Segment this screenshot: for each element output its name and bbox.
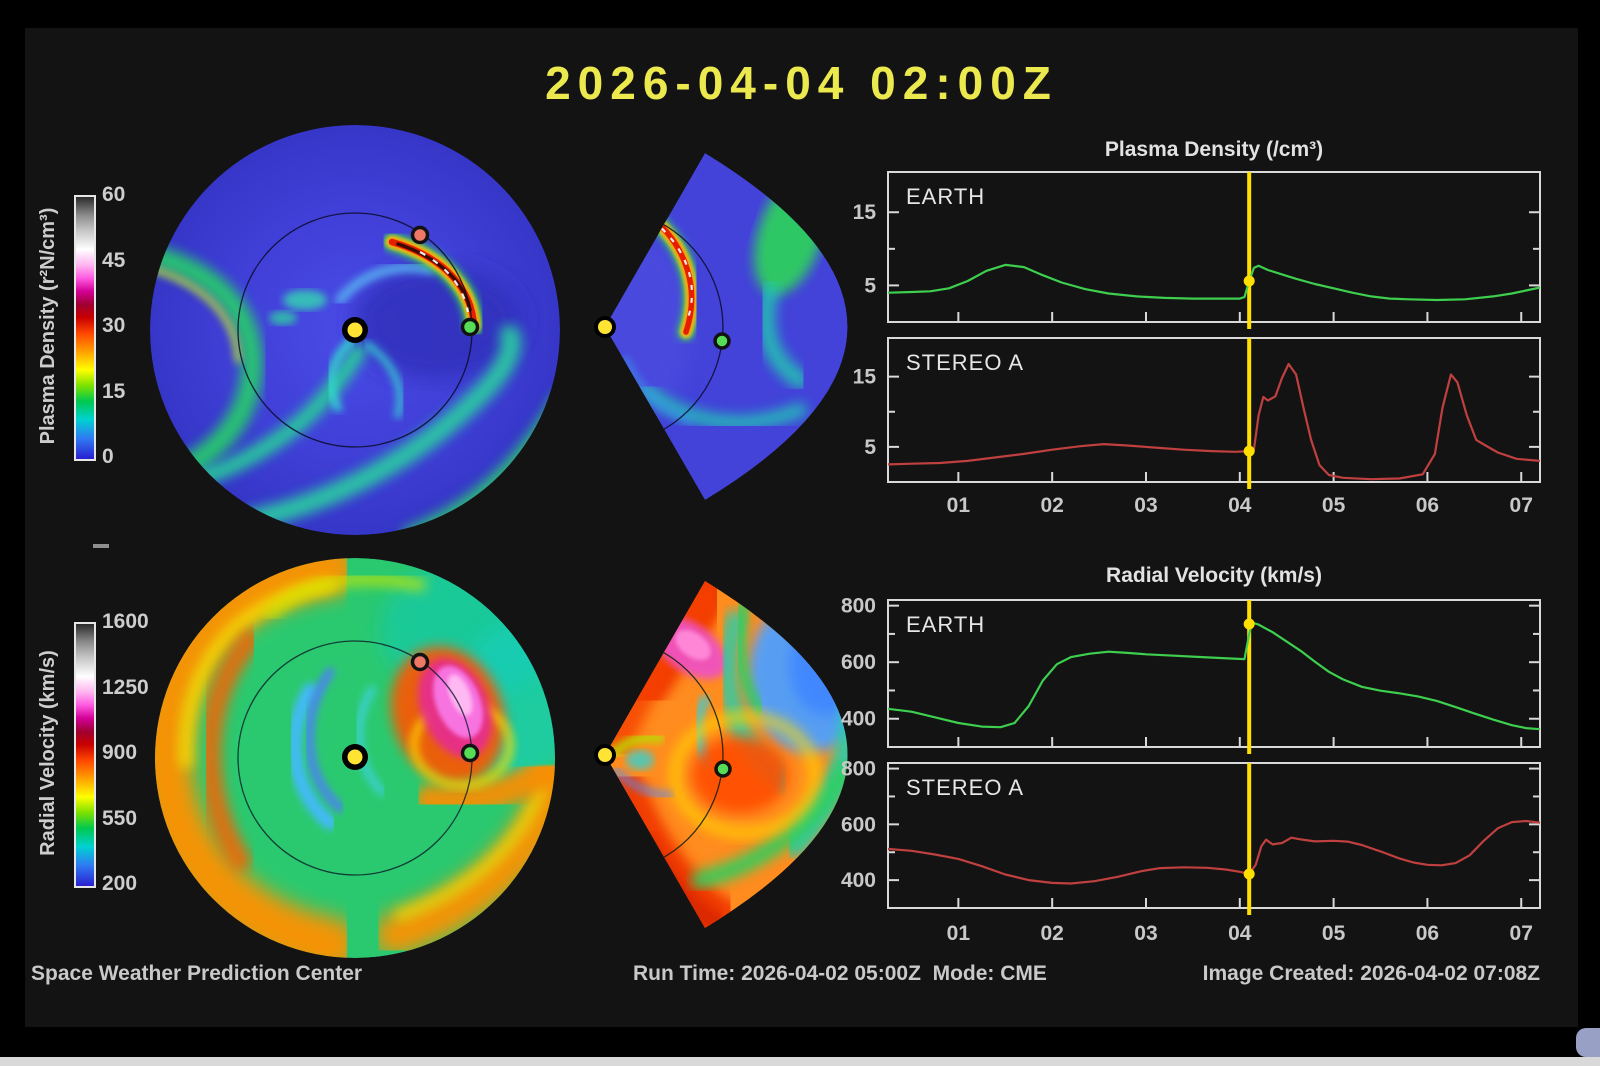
current-time-marker [1243,868,1255,880]
timestamp-title: 2026-04-04 02:00Z [545,57,1058,109]
y-tick-label: 600 [841,651,876,674]
velocity-colorbar-label: Radial Velocity (km/s) [37,650,59,856]
x-tick-label: 05 [1322,922,1346,945]
velocity-colorbar [74,622,96,888]
current-time-marker [1243,618,1255,630]
footer-agency: Space Weather Prediction Center [31,962,363,985]
x-tick-label: 01 [947,922,971,945]
x-tick-label: 02 [1040,494,1063,517]
y-tick-label: 400 [841,869,876,892]
colorbar-tick-label: 200 [102,872,138,895]
earth-marker [460,317,480,337]
stereo-a-marker [410,652,430,672]
sun-marker [594,744,616,766]
density-colorbar [74,195,96,461]
density-ecliptic-heatmap [150,125,560,535]
y-tick-label: 800 [841,758,876,781]
footer-runtime: Run Time: 2026-04-02 05:00Z Mode: CME [633,962,1047,985]
x-tick-label: 06 [1416,494,1439,517]
panel-border [887,762,1541,909]
y-tick-label: 5 [864,274,876,297]
panel-label: EARTH [906,184,985,209]
sun-marker [594,316,616,338]
colorbar-tick-label: 45 [102,248,126,272]
x-tick-label: 02 [1040,922,1063,945]
x-tick-label: 04 [1228,494,1252,517]
x-tick-label: 06 [1416,922,1439,945]
sun-marker [342,744,368,770]
colorbar-tick-label: 30 [102,314,126,337]
velocity-chart-title: Radial Velocity (km/s) [1106,564,1322,587]
sun-marker [342,317,368,343]
y-tick-label: 15 [853,201,877,224]
velocity-ecliptic-heatmap [155,558,555,958]
x-tick-label: 07 [1510,922,1533,945]
density-colorbar-label: Plasma Density (r²N/cm³) [37,207,59,445]
x-tick-label: 07 [1510,494,1533,517]
density-colorbar-ticks: 60 45 30 15 0 [102,183,182,468]
panel-border [887,337,1541,483]
x-tick-label: 03 [1134,494,1157,517]
colorbar-tick-label: 900 [102,741,138,764]
panel-label: STEREO A [906,350,1024,375]
colorbar-tick-label: 0 [102,445,114,468]
window-bottom-bar [0,1057,1600,1066]
y-tick-label: 800 [841,595,876,618]
colorbar-tick-label: 1600 [102,610,149,633]
colorbar-tick-label: 15 [102,379,126,403]
panel-border [887,599,1541,748]
stereo-a-marker [410,225,430,245]
panel-label: STEREO A [906,775,1024,800]
y-tick-label: 400 [841,708,876,731]
earth-marker [714,760,732,778]
x-tick-label: 05 [1322,494,1346,517]
x-tick-label: 01 [947,494,971,517]
colorbar-tick-label: 60 [102,183,126,206]
x-tick-label: 04 [1228,922,1252,945]
colorbar-tick-label: 1250 [102,675,149,699]
panel-border [887,171,1541,323]
current-time-marker [1243,445,1255,457]
colorbar-tick-label: 550 [102,806,138,830]
overlay-corner-button[interactable] [1576,1028,1600,1057]
earth-marker [713,332,731,350]
current-time-marker [1243,275,1255,287]
y-tick-label: 5 [864,436,876,459]
series-line-stereo-a [887,819,1541,885]
stray-dash-mark [93,544,109,548]
series-line-stereo-a [887,362,1541,481]
x-tick-label: 03 [1134,922,1157,945]
velocity-colorbar-ticks: 1600 1250 900 550 200 [102,610,182,895]
y-tick-label: 600 [841,813,876,836]
footer-image-created: Image Created: 2026-04-02 07:08Z [1202,962,1540,985]
series-line-earth [887,621,1541,731]
series-line-earth [887,263,1541,302]
y-tick-label: 15 [853,366,877,389]
density-chart-title: Plasma Density (/cm³) [1104,138,1324,161]
panel-label: EARTH [906,612,985,637]
earth-marker [460,743,480,763]
